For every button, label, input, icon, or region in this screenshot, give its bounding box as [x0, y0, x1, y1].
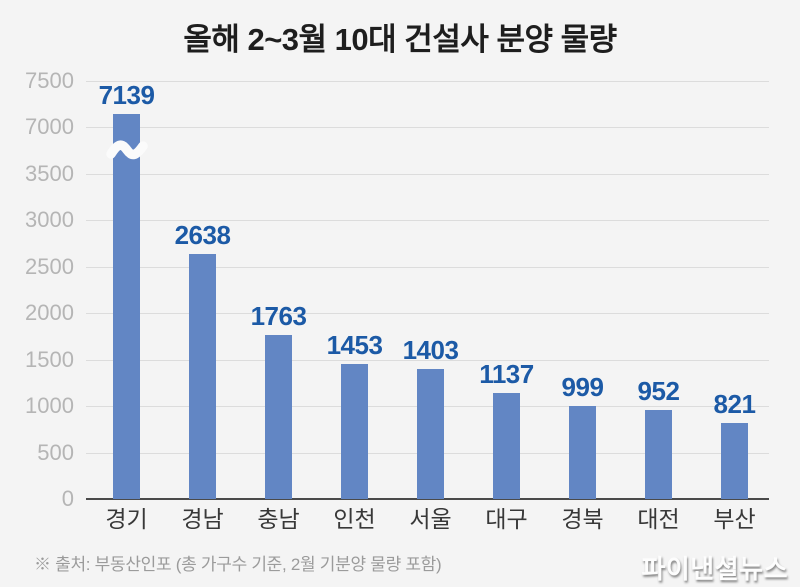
x-category-label: 경남 — [181, 506, 224, 532]
bar — [113, 114, 140, 499]
bar — [721, 422, 748, 499]
y-gridline — [86, 80, 769, 82]
x-category-label: 서울 — [409, 506, 452, 532]
x-axis-line — [86, 498, 769, 500]
y-tick-label: 7500 — [25, 67, 74, 93]
bar-value-label: 1763 — [250, 301, 307, 332]
y-tick-label: 1500 — [25, 346, 74, 372]
x-category-label: 경기 — [105, 506, 148, 532]
y-gridline — [86, 173, 769, 175]
y-gridline — [86, 266, 769, 268]
y-tick-label: 2500 — [25, 253, 74, 279]
source-note: ※ 출처: 부동산인포 (총 가구수 기준, 2월 기분양 물량 포함) — [34, 555, 442, 574]
y-tick-label: 2000 — [25, 300, 74, 325]
y-gridline — [86, 313, 769, 314]
bar-value-label: 1137 — [479, 359, 534, 390]
bar — [189, 253, 216, 499]
y-tick-label: 7000 — [25, 114, 74, 139]
x-category-label: 대전 — [637, 506, 680, 532]
bar-value-label: 1403 — [402, 334, 459, 365]
bar — [645, 410, 672, 499]
y-tick-label: 0 — [61, 486, 74, 511]
x-category-label: 인천 — [333, 506, 376, 532]
y-gridline — [86, 220, 769, 221]
x-category-label: 대구 — [485, 506, 528, 532]
bar-value-label: 2638 — [174, 219, 231, 250]
x-category-label: 경북 — [561, 506, 604, 532]
bar-value-label: 1453 — [326, 329, 383, 360]
x-category-label: 부산 — [713, 506, 756, 532]
bar-value-label: 999 — [561, 372, 604, 403]
y-gridline — [86, 359, 769, 361]
bar — [569, 406, 596, 499]
axis-break-wave-icon — [105, 140, 148, 160]
bar — [341, 363, 368, 499]
y-tick-label: 3500 — [25, 160, 74, 186]
x-category-label: 충남 — [257, 506, 300, 532]
bar — [493, 393, 520, 499]
bar-value-label: 7139 — [98, 80, 155, 111]
bar — [417, 368, 444, 499]
publisher-watermark: 파이낸셜뉴스 — [641, 554, 788, 584]
bar-value-label: 821 — [713, 388, 756, 419]
y-gridline — [86, 127, 769, 128]
bar — [265, 335, 292, 499]
chart-title: 올해 2~3월 10대 건설사 분양 물량 — [183, 22, 617, 57]
y-tick-label: 3000 — [25, 207, 74, 232]
y-tick-label: 1000 — [25, 393, 74, 418]
y-tick-label: 500 — [37, 439, 74, 465]
bar-value-label: 952 — [637, 376, 680, 407]
